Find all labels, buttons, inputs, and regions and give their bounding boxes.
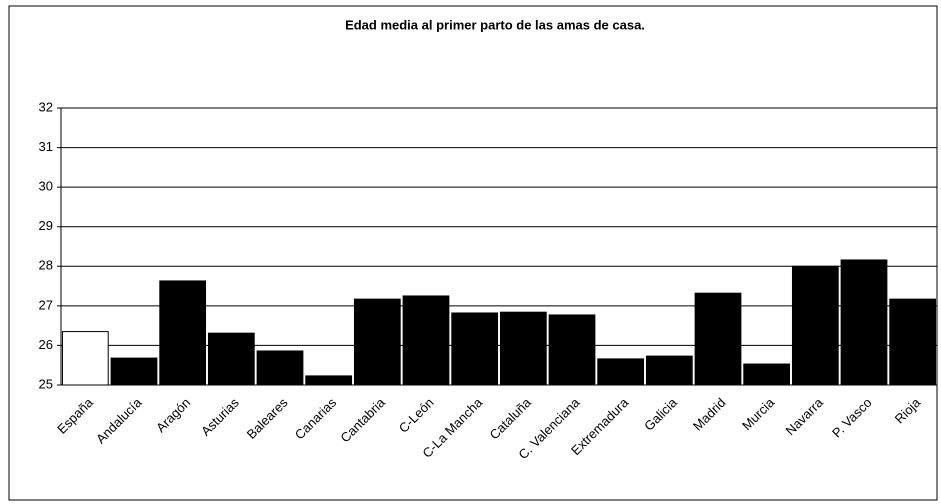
bar [840, 259, 888, 386]
bar [597, 358, 645, 386]
chart-title: Edad media al primer parto de las amas d… [345, 17, 645, 32]
bar [743, 363, 791, 386]
bar [694, 292, 742, 386]
bar [402, 295, 450, 386]
x-tick-label: Galicia [641, 394, 680, 433]
bar [548, 314, 596, 386]
x-tick-label: Murcia [739, 394, 778, 433]
bar [451, 312, 499, 386]
x-tick-label: Madrid [690, 395, 729, 434]
bar [353, 298, 401, 386]
y-tick-label: 28 [39, 258, 53, 273]
x-tick-label: Navarra [783, 394, 827, 438]
y-tick-label: 30 [39, 179, 53, 194]
y-tick-label: 25 [39, 376, 53, 391]
x-tick-label: Asturias [198, 395, 242, 439]
x-tick-label: Andalucía [93, 394, 145, 446]
bar [645, 355, 693, 386]
x-tick-label: C-León [396, 395, 437, 436]
x-tick-label: P. Vasco [829, 395, 875, 441]
x-tick-label: Canarias [292, 395, 340, 443]
y-tick-label: 31 [39, 139, 53, 154]
x-tick-label: España [54, 394, 96, 436]
x-tick-label: Cataluña [486, 394, 534, 442]
y-tick-label: 27 [39, 297, 53, 312]
y-tick-label: 29 [39, 218, 53, 233]
bar [61, 331, 109, 386]
y-tick-label: 26 [39, 337, 53, 352]
x-tick-label: Cantabria [337, 394, 388, 445]
bar [499, 311, 547, 386]
y-tick-label: 32 [39, 99, 53, 114]
x-tick-label: Baleares [244, 395, 291, 442]
bar [110, 357, 158, 386]
bar [889, 298, 937, 386]
chart-border [8, 5, 938, 501]
bar [207, 332, 255, 386]
bar [791, 265, 839, 386]
x-tick-label: Aragón [153, 395, 193, 435]
bar [159, 280, 207, 386]
x-tick-label: Rioja [892, 394, 924, 426]
bar [305, 375, 353, 386]
bar [256, 350, 304, 386]
